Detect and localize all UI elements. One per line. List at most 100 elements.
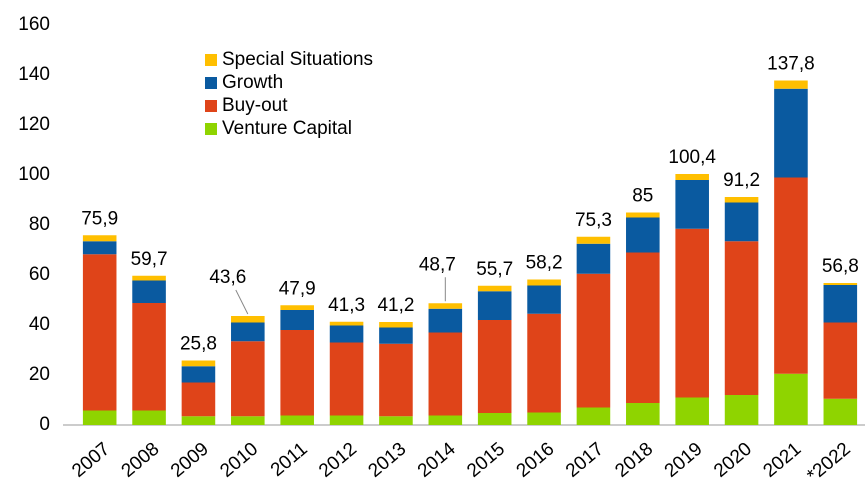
bar-segment bbox=[477, 320, 512, 413]
legend-swatch bbox=[205, 77, 217, 89]
x-tick-label: 2021 bbox=[759, 439, 805, 482]
x-tick-label: 2014 bbox=[414, 438, 460, 482]
total-label: 55,7 bbox=[476, 259, 513, 280]
bar-segment bbox=[231, 341, 265, 417]
total-label: 25,8 bbox=[180, 334, 217, 355]
bar-segment bbox=[774, 373, 808, 425]
bar-segment bbox=[428, 415, 463, 425]
bar-segment bbox=[823, 398, 858, 425]
total-label: 85 bbox=[632, 186, 653, 207]
x-tick-label: 2016 bbox=[513, 439, 559, 482]
total-label: 47,9 bbox=[279, 278, 316, 299]
bar-segment bbox=[477, 291, 512, 320]
y-tick-label: 20 bbox=[29, 364, 50, 385]
bar-segment bbox=[181, 360, 216, 367]
bar-segment bbox=[280, 310, 314, 330]
total-label: 59,7 bbox=[131, 249, 168, 270]
bar-segment bbox=[527, 285, 561, 314]
bar-segment bbox=[428, 303, 463, 309]
bar-segment bbox=[823, 285, 858, 323]
bar-segment bbox=[626, 403, 660, 425]
total-label: 91,2 bbox=[723, 170, 760, 191]
y-tick-label: 120 bbox=[18, 114, 50, 135]
bar-segment bbox=[181, 366, 216, 383]
legend-label: Special Situations bbox=[222, 49, 373, 70]
bar-segment bbox=[329, 321, 364, 326]
bar-segment bbox=[823, 322, 858, 399]
x-tick-label: 2008 bbox=[118, 439, 164, 482]
x-tick-label: 2011 bbox=[267, 439, 312, 481]
bar-segment bbox=[280, 330, 314, 416]
y-tick-label: 160 bbox=[18, 14, 50, 35]
bar-segment bbox=[477, 285, 512, 292]
bar-segment bbox=[280, 305, 314, 310]
bar-segment bbox=[675, 180, 709, 229]
total-label: 58,2 bbox=[526, 253, 563, 274]
bar-segment bbox=[774, 88, 808, 178]
bar-segment bbox=[527, 412, 561, 425]
legend-swatch bbox=[205, 100, 217, 112]
x-tick-label: 2017 bbox=[562, 439, 608, 482]
bar-segment bbox=[724, 197, 759, 203]
legend-label: Growth bbox=[222, 72, 283, 93]
total-label: 48,7 bbox=[419, 254, 456, 275]
bar-segment bbox=[379, 343, 413, 417]
y-tick-label: 100 bbox=[18, 164, 50, 185]
bar-segment bbox=[527, 279, 561, 286]
bar-segment bbox=[675, 228, 709, 398]
bar-segment bbox=[477, 413, 512, 425]
total-label: 56,8 bbox=[822, 256, 859, 277]
bar-segment bbox=[576, 273, 611, 408]
bar-segment bbox=[82, 235, 117, 242]
bar-segment bbox=[132, 410, 166, 425]
bar-segment bbox=[675, 397, 709, 425]
y-tick-label: 0 bbox=[39, 414, 50, 435]
y-tick-label: 60 bbox=[29, 264, 50, 285]
bar-segment bbox=[576, 407, 611, 425]
total-label: 41,3 bbox=[328, 295, 365, 316]
bar-segment bbox=[428, 308, 463, 333]
bar-segment bbox=[675, 174, 709, 180]
x-tick-label: 2015 bbox=[463, 439, 509, 482]
bar-segment bbox=[774, 80, 808, 89]
bar-segment bbox=[626, 217, 660, 253]
x-tick-label: 2007 bbox=[68, 439, 114, 482]
total-label: 75,3 bbox=[575, 210, 612, 231]
bar-segment bbox=[379, 327, 413, 344]
x-tick-label: 2009 bbox=[167, 439, 213, 482]
bar-segment bbox=[132, 303, 166, 411]
x-tick-label: 2012 bbox=[315, 439, 361, 482]
bar-segment bbox=[280, 415, 314, 425]
bar-segment bbox=[724, 395, 759, 425]
bar-segment bbox=[379, 416, 413, 425]
bar-segment bbox=[823, 283, 858, 285]
y-tick-label: 80 bbox=[29, 214, 50, 235]
bar-segment bbox=[231, 416, 265, 425]
bar-segment bbox=[132, 275, 166, 281]
x-tick-label: 2020 bbox=[710, 439, 756, 482]
bar-segment bbox=[626, 212, 660, 218]
bar-segment bbox=[181, 382, 216, 417]
legend-swatch bbox=[205, 123, 217, 135]
x-tick-label: 2013 bbox=[364, 439, 410, 482]
bar-segment bbox=[379, 322, 413, 328]
bar-segment bbox=[428, 332, 463, 416]
total-label: 100,4 bbox=[668, 147, 716, 168]
total-label: 41,2 bbox=[377, 295, 414, 316]
x-tick-label: *2022 bbox=[803, 439, 855, 487]
legend-label: Buy-out bbox=[222, 95, 288, 116]
bar-segment bbox=[576, 236, 611, 244]
bar-segment bbox=[626, 252, 660, 403]
x-tick-label: 2019 bbox=[661, 439, 707, 482]
bar-segment bbox=[82, 410, 117, 425]
total-label: 43,6 bbox=[209, 267, 246, 288]
total-label: 137,8 bbox=[767, 54, 815, 75]
y-tick-label: 140 bbox=[18, 64, 50, 85]
bar-segment bbox=[82, 241, 117, 255]
legend-label: Venture Capital bbox=[222, 118, 352, 139]
bar-segment bbox=[774, 177, 808, 374]
bar-segment bbox=[132, 280, 166, 303]
bar-segment bbox=[576, 243, 611, 274]
leader-line bbox=[235, 289, 249, 315]
